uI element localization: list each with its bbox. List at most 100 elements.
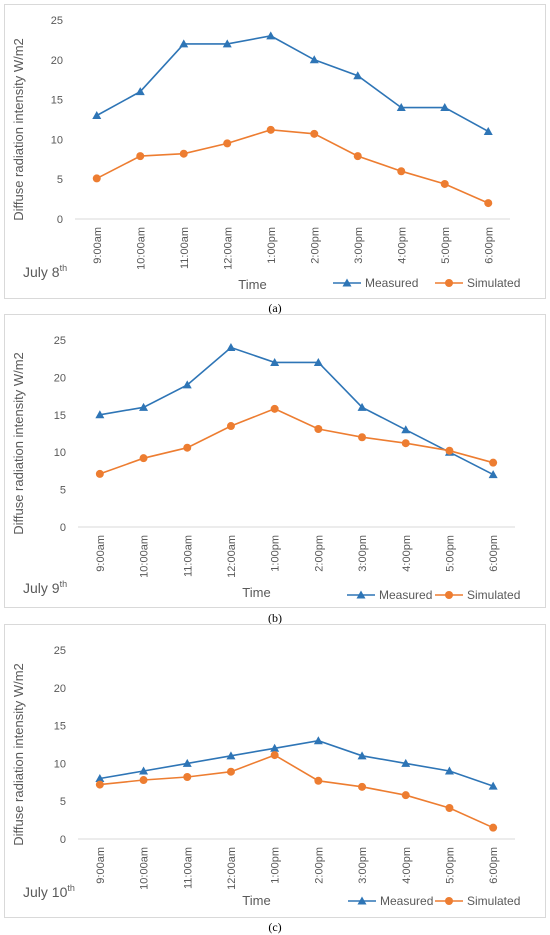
point-measured: [488, 470, 498, 479]
legend-marker-circle: [445, 897, 453, 905]
point-simulated: [226, 767, 235, 776]
point-measured: [179, 39, 189, 48]
caption-c: (c): [268, 920, 282, 934]
x-tick-label: 10:00am: [135, 227, 147, 270]
y-axis-label: Diffuse radiation intensity W/m2: [11, 663, 26, 846]
y-tick-label: 20: [54, 683, 66, 695]
y-tick-label: 0: [60, 522, 66, 534]
point-simulated: [353, 152, 362, 161]
point-simulated: [314, 425, 323, 434]
point-measured: [313, 357, 323, 366]
x-tick-label: 6:00pm: [488, 535, 500, 572]
legend-label-measured: Measured: [365, 276, 418, 290]
point-simulated: [95, 780, 104, 789]
point-simulated: [183, 443, 192, 452]
x-tick-label: 12:00am: [226, 535, 238, 578]
point-simulated: [489, 823, 498, 832]
point-measured: [444, 766, 454, 775]
y-tick-label: 25: [51, 15, 63, 27]
x-tick-label: 10:00am: [139, 535, 151, 578]
point-simulated: [136, 152, 145, 161]
point-measured: [309, 55, 319, 64]
chart-panel-b: 0 5 10 15 20 25 9:00am 10:00am 11:00am 12:00am 1:0…: [4, 314, 546, 608]
point-simulated: [226, 422, 235, 431]
y-tick-label: 15: [51, 95, 63, 107]
x-tick-label: 12:00am: [226, 847, 238, 890]
date-annotation: July 8th: [23, 263, 67, 280]
legend-marker-triangle: [356, 590, 366, 599]
x-tick-label: 6:00pm: [483, 227, 495, 264]
y-tick-label: 15: [54, 721, 66, 733]
x-axis-label: Time: [242, 585, 270, 600]
y-tick-label: 20: [54, 372, 66, 384]
point-measured: [92, 111, 102, 120]
x-tick-label: 5:00pm: [440, 227, 452, 264]
point-measured: [139, 402, 149, 411]
x-tick-label: 1:00pm: [270, 847, 282, 884]
point-measured: [226, 751, 236, 760]
legend-label-measured: Measured: [380, 894, 433, 908]
y-tick-label: 25: [54, 645, 66, 657]
point-simulated: [445, 446, 454, 455]
x-tick-label: 4:00pm: [396, 227, 408, 264]
caption-a: (a): [268, 301, 282, 315]
y-tick-label: 10: [54, 447, 66, 459]
point-measured: [396, 103, 406, 112]
point-measured: [313, 736, 323, 745]
point-simulated: [139, 454, 148, 463]
chart-b: 0 5 10 15 20 25 9:00am 10:00am 11:00am 12:00am 1:0…: [11, 335, 520, 602]
chart-panel-c: 0 5 10 15 20 25 9:00am 10:00am 11:00am 12:00am 1:0…: [4, 624, 546, 918]
point-measured: [440, 103, 450, 112]
point-simulated: [489, 458, 498, 467]
x-tick-label: 11:00am: [182, 535, 194, 577]
x-tick-label: 2:00pm: [313, 535, 325, 572]
point-simulated: [401, 439, 410, 448]
x-tick-label: 11:00am: [182, 847, 194, 889]
point-simulated: [266, 125, 275, 134]
point-simulated: [358, 433, 367, 442]
y-tick-label: 10: [54, 758, 66, 770]
point-simulated: [310, 129, 319, 138]
legend-marker-triangle: [357, 896, 367, 905]
y-tick-label: 10: [51, 134, 63, 146]
legend-label-simulated: Simulated: [467, 588, 520, 602]
point-simulated: [484, 199, 493, 208]
legend-marker-circle: [445, 591, 453, 599]
chart-c: 0 5 10 15 20 25 9:00am 10:00am 11:00am 12:00am 1:0…: [11, 645, 520, 908]
point-simulated: [445, 804, 454, 813]
x-tick-label: 11:00am: [179, 227, 191, 269]
point-measured: [483, 126, 493, 135]
point-simulated: [270, 751, 279, 760]
chart-a: 0 5 10 15 20 25 9:00am 10:00am 11:00am 12:00am 1:0…: [11, 15, 520, 292]
point-measured: [353, 71, 363, 80]
x-tick-label: 10:00am: [139, 847, 151, 890]
y-tick-label: 25: [54, 335, 66, 347]
point-measured: [270, 357, 280, 366]
x-tick-label: 5:00pm: [444, 847, 456, 884]
point-simulated: [95, 469, 104, 478]
x-tick-label: 3:00pm: [353, 227, 365, 264]
x-tick-label: 5:00pm: [444, 535, 456, 572]
point-measured: [266, 31, 276, 40]
point-simulated: [223, 139, 232, 148]
y-axis-label: Diffuse radiation intensity W/m2: [11, 352, 26, 535]
series-line-simulated: [96, 128, 489, 204]
y-tick-label: 0: [60, 834, 66, 846]
point-simulated: [139, 776, 148, 785]
point-measured: [182, 758, 192, 767]
legend-label-measured: Measured: [379, 588, 432, 602]
point-simulated: [179, 149, 188, 158]
point-measured: [488, 781, 498, 790]
x-tick-label: 2:00pm: [313, 847, 325, 884]
chart-panel-a: 0 5 10 15 20 25 9:00am 10:00am 11:00am 12:00am 1:0…: [4, 4, 546, 299]
series-line-simulated: [99, 754, 494, 829]
point-measured: [226, 342, 236, 351]
x-axis-label: Time: [238, 277, 266, 292]
series-line-simulated: [99, 407, 494, 475]
x-axis-label: Time: [242, 893, 270, 908]
y-tick-label: 5: [60, 485, 66, 497]
point-simulated: [358, 782, 367, 791]
y-tick-label: 5: [57, 174, 63, 186]
point-simulated: [92, 174, 101, 183]
x-tick-label: 4:00pm: [401, 535, 413, 572]
